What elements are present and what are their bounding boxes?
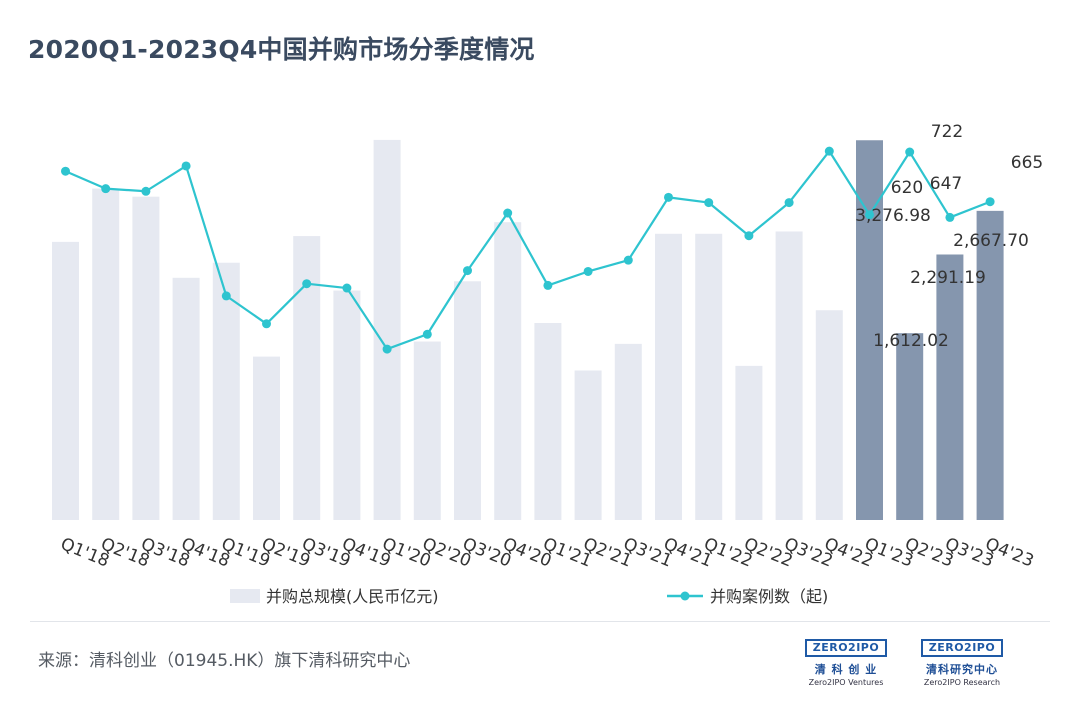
bar (52, 241, 79, 520)
legend-bar-swatch (230, 589, 260, 603)
bar (856, 140, 883, 520)
line-point (945, 212, 955, 222)
line-point (744, 231, 754, 241)
bar-data-label: 1,612.02 (873, 331, 949, 351)
line-point (865, 210, 874, 220)
bar (574, 370, 602, 520)
line-point (463, 266, 472, 276)
bar (333, 290, 361, 520)
bar (92, 188, 120, 520)
legend-bar-label: 并购总规模(人民币亿元) (266, 587, 439, 606)
line-point (704, 198, 714, 208)
line-point (382, 344, 392, 354)
source-note: 来源：清科创业（01945.HK）旗下清科研究中心 (38, 651, 411, 671)
labels-layer: 3,276.98 1,612.02 2,291.19 2,667.70 620 722 64… (855, 122, 1043, 351)
logo-en: Zero2IPO Ventures (808, 678, 884, 687)
line-point (61, 166, 70, 176)
legend-line-marker (680, 591, 690, 601)
chart-title: 2020Q1-2023Q4中国并购市场分季度情况 (28, 35, 535, 64)
series-line (65, 150, 991, 351)
bar-data-label: 3,276.98 (855, 206, 931, 226)
bar (936, 254, 964, 520)
line-data-label: 647 (930, 174, 962, 194)
line-point (985, 197, 995, 207)
zero2ipo-research-logo: ZERO2IPO 清科研究中心 Zero2IPO Research (912, 636, 1012, 687)
line-data-label: 665 (1011, 153, 1043, 173)
bar (253, 356, 280, 520)
bar (293, 236, 321, 520)
bar (373, 139, 401, 520)
chart: 3,276.98 1,612.02 2,291.19 2,667.70 620 722 64… (52, 122, 1043, 606)
logo-mark: ZERO2IPO (804, 639, 888, 657)
logo-mark: ZERO2IPO (920, 639, 1004, 657)
legend: 并购总规模(人民币亿元) 并购案例数（起) (230, 587, 828, 606)
bar (815, 310, 843, 520)
line-layer (61, 146, 995, 354)
line-point (784, 198, 794, 208)
line-point (543, 280, 553, 290)
logo-cn: 清科研究中心 (926, 663, 998, 676)
line-point (101, 184, 111, 194)
bar (413, 341, 441, 520)
bar (775, 231, 803, 520)
logo-cn: 清 科 创 业 (814, 663, 878, 676)
bar (454, 281, 481, 520)
line-point (623, 255, 633, 265)
line-point (302, 279, 312, 289)
line-point (342, 283, 352, 293)
line-point (503, 208, 513, 218)
line-point (262, 319, 271, 329)
bar (735, 365, 763, 520)
bar (534, 323, 562, 520)
x-axis: Q1'18Q2'18Q3'18Q4'18Q1'19Q2'19Q3'19Q4'19… (58, 534, 1037, 571)
bar (212, 262, 240, 520)
bar (132, 196, 160, 520)
bar-data-label: 2,291.19 (910, 268, 986, 288)
bar (896, 333, 924, 520)
bars-layer (52, 139, 1004, 521)
zero2ipo-ventures-logo: ZERO2IPO 清 科 创 业 Zero2IPO Ventures (796, 636, 896, 687)
line-point (181, 161, 191, 171)
line-data-label: 620 (891, 178, 923, 198)
line-point (824, 146, 834, 156)
bar (172, 277, 200, 520)
bar (494, 222, 522, 520)
bar (695, 233, 723, 521)
line-point (583, 266, 593, 276)
legend-line-label: 并购案例数（起) (710, 587, 828, 606)
line-point (905, 147, 915, 157)
line-point (664, 192, 673, 202)
bar (976, 210, 1004, 520)
line-point (221, 291, 231, 301)
bar-data-label: 2,667.70 (953, 231, 1029, 251)
line-data-label: 722 (931, 122, 963, 142)
bar (655, 233, 682, 521)
logo-en: Zero2IPO Research (923, 678, 1001, 687)
footer-divider (30, 621, 1050, 622)
line-point (422, 329, 432, 339)
bar (614, 343, 642, 520)
line-point (141, 186, 151, 196)
